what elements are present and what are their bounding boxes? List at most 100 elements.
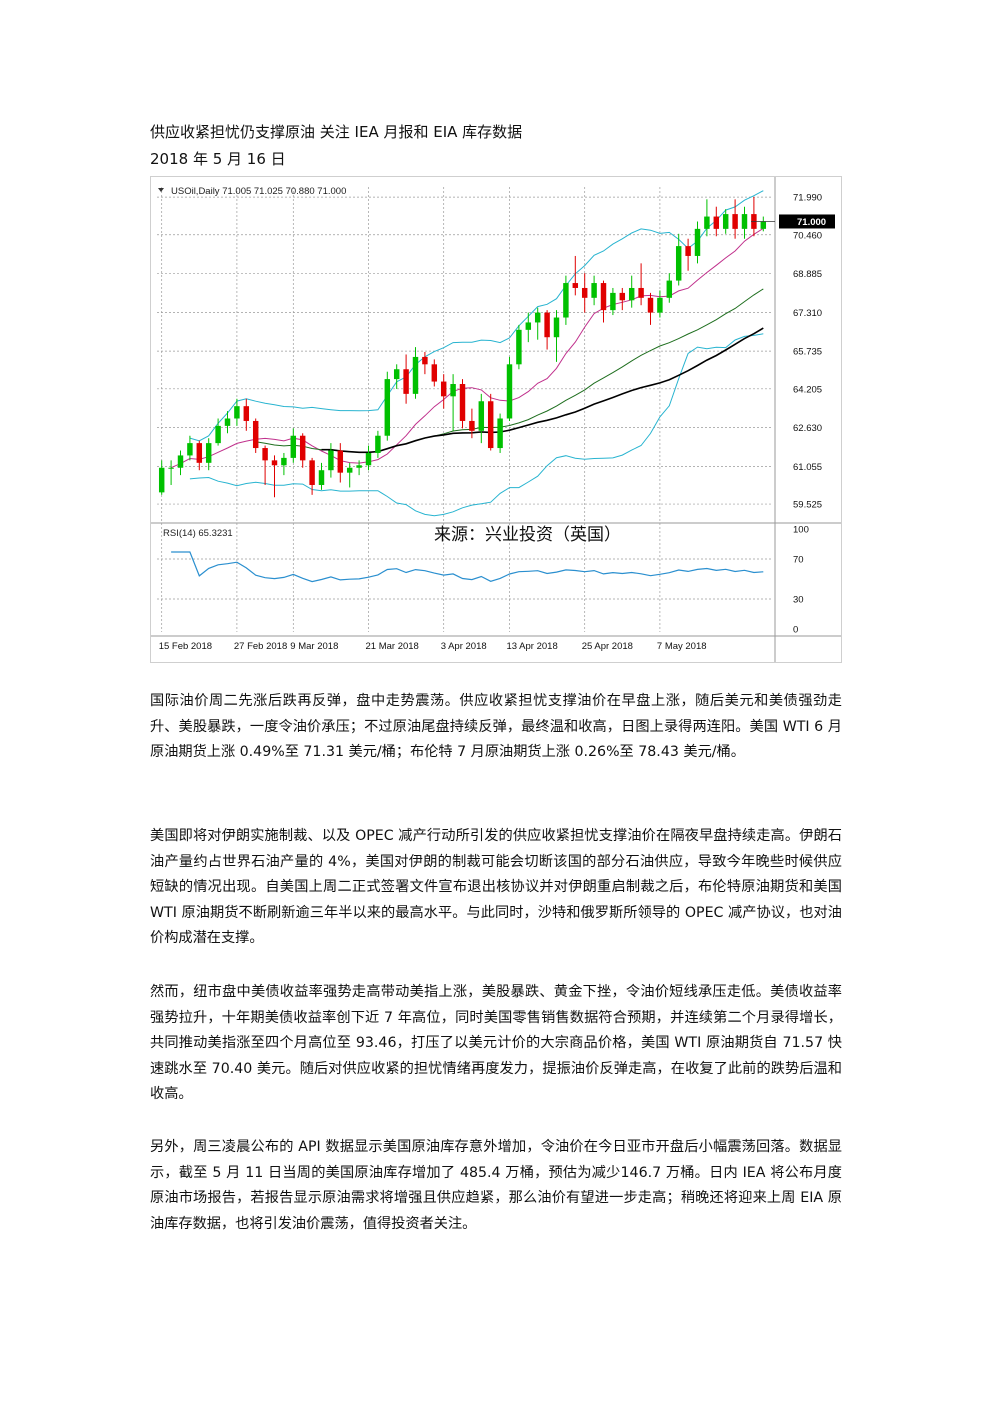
candle-body bbox=[234, 406, 240, 419]
candle-body bbox=[704, 216, 710, 229]
candle-body bbox=[243, 406, 250, 421]
candle-body bbox=[657, 297, 663, 313]
price-chart: 71.990 70.460 68.885 67.310 65.735 64.205 62.6… bbox=[150, 176, 842, 663]
price-tick-label: 71.990 bbox=[793, 193, 822, 204]
candle-body bbox=[318, 470, 325, 485]
candle-body bbox=[299, 435, 306, 461]
candle-body bbox=[647, 297, 654, 313]
candle-body bbox=[412, 356, 419, 394]
candle-body bbox=[572, 283, 579, 288]
candle-body bbox=[422, 356, 428, 365]
time-tick-label: 3 Apr 2018 bbox=[441, 641, 487, 652]
candle-body bbox=[516, 329, 522, 365]
price-tick-label: 70.460 bbox=[793, 230, 822, 241]
rsi-tick-label: 30 bbox=[793, 595, 804, 606]
candle-body bbox=[610, 292, 616, 311]
candle-body bbox=[666, 280, 673, 298]
candle-body bbox=[271, 460, 278, 466]
rsi-tick-label: 100 bbox=[793, 525, 809, 536]
candle-body bbox=[375, 435, 381, 453]
current-price-tag bbox=[779, 214, 835, 229]
article-title: 供应收紧担忧仍支撑原油 关注 IEA 月报和 EIA 库存数据 bbox=[150, 123, 523, 141]
candle-body bbox=[365, 452, 372, 466]
price-tick-label: 64.205 bbox=[793, 384, 822, 395]
chart-symbol-header: USOil,Daily 71.005 71.025 70.880 71.000 bbox=[171, 186, 346, 197]
time-tick-label: 9 Mar 2018 bbox=[290, 641, 338, 652]
candle-body bbox=[187, 443, 193, 456]
candle-body bbox=[450, 384, 456, 397]
candle-body bbox=[328, 450, 334, 471]
moving-average-fast-line bbox=[170, 227, 764, 469]
moving-average-slow-line bbox=[321, 327, 764, 454]
rsi-tick-label: 0 bbox=[793, 625, 798, 636]
price-tick-label: 68.885 bbox=[793, 269, 822, 280]
time-tick-label: 27 Feb 2018 bbox=[234, 641, 287, 652]
candle-body bbox=[393, 369, 400, 380]
candle-body bbox=[628, 287, 635, 301]
candle-body bbox=[177, 455, 184, 468]
candle-body bbox=[591, 283, 597, 298]
time-tick-label: 25 Apr 2018 bbox=[582, 641, 633, 652]
chart-axes: 71.990 70.460 68.885 67.310 65.735 64.205 62.6… bbox=[159, 193, 835, 652]
candle-body bbox=[431, 364, 438, 382]
chart-watermark: 来源：兴业投资（英国） bbox=[434, 525, 621, 545]
candle-body bbox=[478, 401, 485, 431]
paragraph-1: 国际油价周二先涨后跌再反弹，盘中走势震荡。供应收紧担忧支撑油价在早盘上涨，随后美… bbox=[150, 693, 842, 760]
candle-body bbox=[337, 450, 344, 473]
candle-body bbox=[346, 467, 353, 473]
price-tick-label: 61.055 bbox=[793, 462, 822, 473]
candle-body bbox=[281, 457, 287, 466]
candle-body bbox=[196, 443, 203, 463]
candle-body bbox=[713, 216, 720, 229]
candle-body bbox=[384, 379, 391, 436]
candle-body bbox=[290, 435, 297, 458]
candle-body bbox=[356, 465, 362, 468]
candle-body bbox=[158, 467, 165, 493]
time-tick-label: 13 Apr 2018 bbox=[507, 641, 558, 652]
rsi-label: RSI(14) 65.3231 bbox=[163, 528, 233, 539]
time-tick-label: 7 May 2018 bbox=[657, 641, 707, 652]
candle-body bbox=[741, 214, 748, 229]
rsi-tick-label: 70 bbox=[793, 555, 804, 566]
rsi-line bbox=[171, 551, 764, 583]
candle-body bbox=[732, 214, 738, 229]
price-tick-label: 59.525 bbox=[793, 500, 822, 511]
paragraph-2: 美国即将对伊朗实施制裁、以及 OPEC 减产行动所引发的供应收紧担忧支撑油价在隔… bbox=[150, 828, 842, 946]
chart-candles bbox=[158, 196, 767, 498]
candle-body bbox=[534, 312, 541, 323]
candle-body bbox=[600, 283, 607, 311]
candle-body bbox=[694, 228, 701, 256]
current-price-label: 71.000 bbox=[797, 217, 826, 228]
bollinger-upper-line bbox=[189, 190, 764, 442]
candle-body bbox=[563, 283, 569, 318]
candle-body bbox=[168, 467, 174, 469]
chart-grid bbox=[151, 177, 841, 662]
candle-body bbox=[215, 425, 221, 444]
candle-body bbox=[760, 221, 767, 229]
price-chart-svg: 71.990 70.460 68.885 67.310 65.735 64.205 62.6… bbox=[151, 177, 841, 662]
chart-menu-triangle-icon bbox=[158, 188, 164, 192]
article-date: 2018 年 5 月 16 日 bbox=[150, 150, 286, 168]
price-tick-label: 65.735 bbox=[793, 347, 822, 358]
price-tick-label: 62.630 bbox=[793, 423, 822, 434]
bollinger-lower-line bbox=[189, 333, 764, 517]
paragraph-3: 然而，纽市盘中美债收益率强势走高带动美指上涨，美股暴跌、黄金下挫，令油价短线承压… bbox=[150, 984, 842, 1102]
candle-body bbox=[469, 420, 475, 431]
candle-body bbox=[403, 369, 409, 394]
candle-body bbox=[581, 287, 588, 298]
candle-body bbox=[544, 312, 550, 338]
price-tick-label: 67.310 bbox=[793, 308, 822, 319]
time-tick-label: 15 Feb 2018 bbox=[159, 641, 212, 652]
candle-body bbox=[525, 322, 532, 330]
candle-body bbox=[675, 246, 682, 281]
candle-body bbox=[205, 443, 212, 463]
candle-body bbox=[685, 246, 691, 256]
candle-body bbox=[309, 460, 315, 485]
paragraph-4: 另外，周三凌晨公布的 API 数据显示美国原油库存意外增加，令油价在今日亚市开盘… bbox=[150, 1139, 842, 1232]
time-tick-label: 21 Mar 2018 bbox=[366, 641, 419, 652]
candle-body bbox=[553, 317, 560, 338]
candle-body bbox=[506, 364, 513, 419]
candle-body bbox=[459, 384, 466, 421]
candle-body bbox=[638, 287, 644, 298]
candle-body bbox=[487, 401, 494, 449]
